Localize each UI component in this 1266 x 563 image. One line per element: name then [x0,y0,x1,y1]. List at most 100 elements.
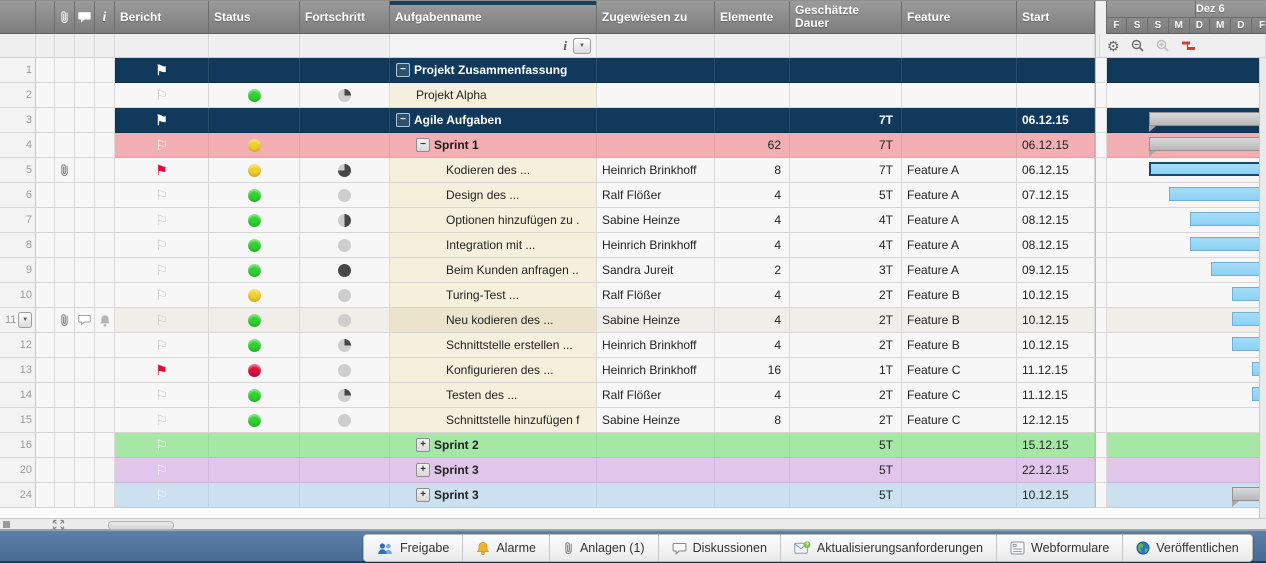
status-cell[interactable] [209,233,300,258]
reminder-cell[interactable] [95,458,115,483]
collapse-toggle[interactable]: − [416,138,430,152]
reminder-cell[interactable] [95,358,115,383]
gantt-row[interactable] [1107,258,1266,283]
attachment-cell[interactable] [55,408,75,433]
footer-button-paperclip[interactable]: Anlagen (1) [549,535,659,561]
assigned-to-cell[interactable]: Sandra Jureit [597,258,715,283]
task-name-cell[interactable]: Turing-Test ... [390,283,597,308]
row-number-cell[interactable]: 12 [0,333,36,358]
elemente-cell[interactable]: 4 [715,333,790,358]
comment-cell[interactable] [75,58,95,83]
panel-splitter[interactable] [1095,308,1107,333]
panel-splitter[interactable] [1095,358,1107,383]
horizontal-scrollbar[interactable] [0,518,1266,531]
status-cell[interactable] [209,183,300,208]
settings-gear-icon[interactable]: ⚙ [1107,37,1120,54]
elemente-cell[interactable]: 8 [715,158,790,183]
duration-cell[interactable]: 5T [790,183,902,208]
fortschritt-cell[interactable] [300,233,390,258]
fortschritt-cell[interactable] [300,333,390,358]
gantt-row[interactable] [1107,408,1266,433]
duration-cell[interactable]: 2T [790,283,902,308]
duration-cell[interactable]: 7T [790,133,902,158]
task-name-cell[interactable]: Projekt Alpha [390,83,597,108]
panel-splitter[interactable] [1095,458,1107,483]
bericht-cell[interactable]: ⚐ [115,333,209,358]
bericht-cell[interactable]: ⚐ [115,258,209,283]
status-cell[interactable] [209,133,300,158]
bericht-cell[interactable]: ⚐ [115,483,209,508]
comment-cell[interactable] [75,408,95,433]
duration-cell[interactable]: 2T [790,308,902,333]
feature-cell[interactable] [902,83,1017,108]
task-name-cell[interactable]: Design des ... [390,183,597,208]
feature-cell[interactable]: Feature A [902,208,1017,233]
elemente-cell[interactable]: 4 [715,308,790,333]
elemente-cell[interactable] [715,433,790,458]
task-name-cell[interactable]: Optionen hinzufügen zu . [390,208,597,233]
column-dropdown[interactable]: ▼ [573,37,591,54]
row-number-cell[interactable]: 10 [0,283,36,308]
collapse-toggle[interactable]: − [396,113,410,127]
start-date-cell[interactable] [1017,83,1095,108]
attachment-cell[interactable] [55,233,75,258]
feature-cell[interactable]: Feature B [902,308,1017,333]
bericht-cell[interactable]: ⚑ [115,358,209,383]
elemente-cell[interactable]: 4 [715,183,790,208]
reminder-cell[interactable] [95,58,115,83]
panel-splitter[interactable] [1095,58,1107,83]
status-cell[interactable] [209,108,300,133]
comment-cell[interactable] [75,358,95,383]
attachment-cell[interactable] [55,333,75,358]
task-name-cell[interactable]: Neu kodieren des ... [390,308,597,333]
elemente-cell[interactable]: 4 [715,383,790,408]
bericht-cell[interactable]: ⚐ [115,383,209,408]
reminder-cell[interactable] [95,483,115,508]
duration-cell[interactable]: 5T [790,433,902,458]
header-row-number[interactable] [0,1,36,34]
footer-button-speech-bubble[interactable]: Diskussionen [658,535,781,561]
start-date-cell[interactable]: 15.12.15 [1017,433,1095,458]
header-info-column[interactable]: i [95,1,115,34]
status-cell[interactable] [209,433,300,458]
footer-button-update-request[interactable]: ? Aktualisierungsanforderungen [780,535,997,561]
gantt-task-bar[interactable] [1190,237,1266,251]
feature-cell[interactable]: Feature A [902,183,1017,208]
assigned-to-cell[interactable] [597,483,715,508]
comment-cell[interactable] [75,283,95,308]
expand-toggle[interactable]: + [416,463,430,477]
bericht-cell[interactable]: ⚐ [115,458,209,483]
zoom-in-icon[interactable] [1156,39,1170,53]
fortschritt-cell[interactable] [300,58,390,83]
panel-splitter[interactable] [1095,158,1107,183]
start-date-cell[interactable]: 08.12.15 [1017,233,1095,258]
row-number-cell[interactable]: 7 [0,208,36,233]
assigned-to-cell[interactable]: Sabine Heinze [597,308,715,333]
row-number-cell[interactable]: 13 [0,358,36,383]
attachment-cell[interactable] [55,58,75,83]
reminder-cell[interactable] [95,383,115,408]
comment-cell[interactable] [75,158,95,183]
attachment-cell[interactable] [55,83,75,108]
comment-cell[interactable] [75,183,95,208]
gantt-row[interactable] [1107,458,1266,483]
feature-cell[interactable] [902,58,1017,83]
row-menu-dropdown[interactable]: ▼ [18,312,32,328]
header-blank-column[interactable] [36,1,55,34]
column-header-items[interactable]: Elemente [715,1,790,34]
panel-splitter[interactable] [1095,208,1107,233]
bericht-cell[interactable]: ⚑ [115,158,209,183]
panel-splitter[interactable] [1095,408,1107,433]
bericht-cell[interactable]: ⚐ [115,208,209,233]
gantt-row[interactable] [1107,433,1266,458]
fortschritt-cell[interactable] [300,283,390,308]
row-number-cell[interactable]: 1 [0,58,36,83]
comment-cell[interactable] [75,208,95,233]
duration-cell[interactable]: 5T [790,483,902,508]
duration-cell[interactable]: 2T [790,383,902,408]
bericht-cell[interactable]: ⚐ [115,133,209,158]
bericht-cell[interactable]: ⚑ [115,58,209,83]
row-number-cell[interactable]: 20 [0,458,36,483]
gantt-task-bar[interactable] [1190,212,1266,226]
status-cell[interactable] [209,383,300,408]
